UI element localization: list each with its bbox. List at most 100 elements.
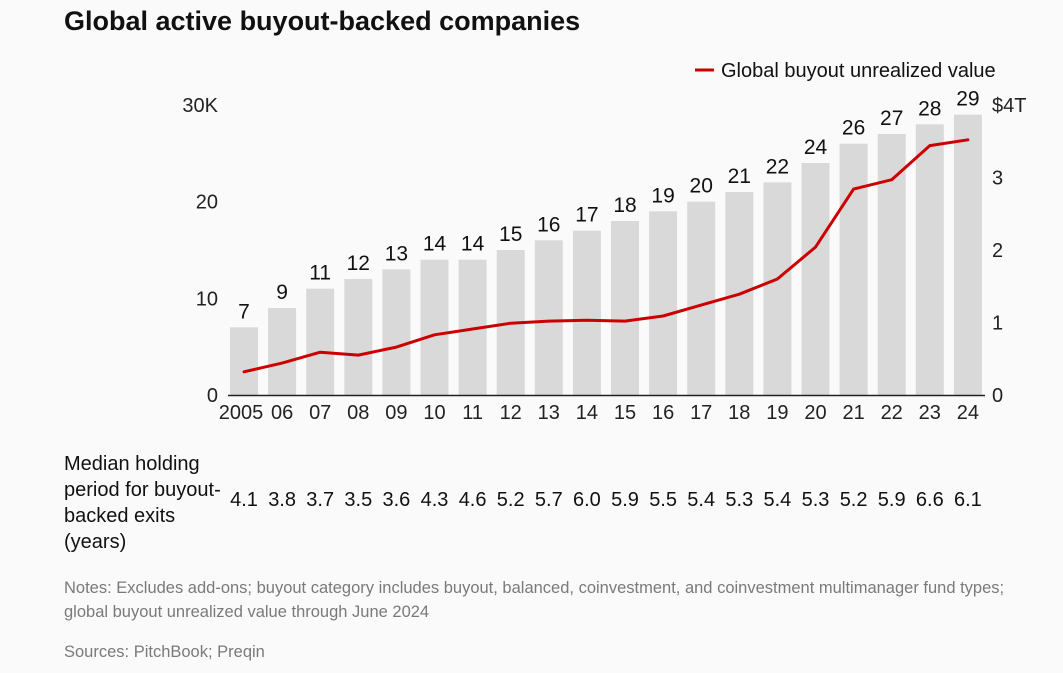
holding-period-value-19: 5.4: [763, 489, 792, 511]
x-tick-17: 17: [690, 402, 712, 424]
bar-23: [915, 124, 944, 395]
unrealized-value-line: [242, 138, 970, 374]
holding-period-value-09: 3.6: [382, 489, 411, 511]
right-tick-2: 2: [992, 240, 1003, 262]
bar-value-label-07: 11: [309, 262, 331, 285]
bar-08: [344, 279, 373, 395]
holding-period-value-20: 5.3: [801, 489, 830, 511]
x-tick-14: 14: [576, 402, 598, 424]
bar-value-label-17: 20: [690, 175, 713, 198]
holding-period-value-22: 5.9: [877, 489, 906, 511]
bar-17: [687, 201, 716, 395]
bar-24: [953, 114, 982, 396]
legend-label: Global buyout unrealized value: [721, 60, 996, 82]
holding-period-value-11: 4.6: [458, 489, 487, 511]
bar-06: [268, 308, 297, 395]
bar-21: [839, 143, 868, 395]
x-tick-18: 18: [728, 402, 750, 424]
x-tick-12: 12: [500, 402, 522, 424]
holding-period-value-08: 3.5: [344, 489, 373, 511]
bar-16: [649, 211, 678, 395]
bar-09: [382, 269, 411, 395]
holding-period-value-06: 3.8: [268, 489, 296, 511]
right-tick-$4T: $4T: [992, 95, 1026, 117]
bar-value-label-13: 16: [537, 213, 560, 236]
x-tick-06: 06: [271, 402, 293, 424]
bar-value-label-23: 28: [918, 97, 941, 120]
bar-value-label-10: 14: [423, 233, 447, 256]
line-series-group: [242, 138, 970, 374]
x-axis: 2005 06 07 08 09 10 11 12 13 14 15 16 17 18 19 20 21 22 23…: [219, 402, 979, 424]
x-tick-19: 19: [766, 402, 788, 424]
bar-value-label-15: 18: [613, 194, 636, 217]
bar-value-label-2005: 7: [238, 300, 250, 323]
right-tick-3: 3: [992, 168, 1003, 190]
bar-10: [420, 259, 449, 395]
bar-value-label-11: 14: [461, 233, 485, 256]
chart-sources: Sources: PitchBook; Preqin: [64, 643, 265, 661]
holding-period-value-10: 4.3: [420, 489, 449, 511]
bar-value-label-06: 9: [276, 281, 288, 304]
bar-14: [572, 230, 601, 395]
left-tick-30K: 30K: [182, 95, 218, 117]
bar-15: [611, 221, 639, 395]
right-axis: 0 1 2 3 $4T: [992, 95, 1026, 407]
bars-group: [230, 114, 982, 396]
holding-period-value-12: 5.2: [496, 489, 525, 511]
x-tick-16: 16: [652, 402, 674, 424]
bar-13: [534, 240, 563, 395]
holding-period-value-21: 5.2: [839, 489, 868, 511]
x-tick-11: 11: [462, 402, 483, 424]
x-tick-24: 24: [957, 402, 979, 424]
bar-value-label-08: 12: [347, 252, 370, 275]
holding-period-value-2005: 4.1: [230, 489, 258, 511]
x-tick-23: 23: [919, 402, 941, 424]
holding-period-value-16: 5.5: [649, 489, 677, 511]
chart-title: Global active buyout-backed companies: [64, 6, 581, 36]
holding-period-value-07: 3.7: [306, 489, 335, 511]
bar-value-label-14: 17: [575, 204, 598, 227]
bar-value-label-18: 21: [728, 165, 751, 188]
left-tick-20: 20: [196, 192, 218, 214]
bar-value-label-21: 26: [842, 117, 865, 140]
bar-value-label-09: 13: [385, 242, 408, 265]
x-tick-08: 08: [347, 402, 369, 424]
bar-value-label-20: 24: [804, 136, 828, 159]
holding-period-value-14: 6.0: [572, 489, 601, 511]
x-tick-07: 07: [309, 402, 331, 424]
holding-period-value-17: 5.4: [687, 489, 716, 511]
legend: Global buyout unrealized value: [695, 60, 996, 82]
x-tick-22: 22: [881, 402, 903, 424]
x-tick-21: 21: [842, 402, 864, 424]
x-tick-20: 20: [804, 402, 826, 424]
left-tick-10: 10: [196, 288, 218, 310]
x-tick-15: 15: [614, 402, 636, 424]
bar-value-label-12: 15: [499, 223, 522, 246]
bar-value-label-16: 19: [651, 184, 674, 207]
x-tick-09: 09: [385, 402, 407, 424]
chart-notes: Notes: Excludes add-ons; buyout category…: [64, 579, 1005, 621]
x-tick-10: 10: [423, 402, 445, 424]
right-tick-1: 1: [992, 313, 1003, 335]
x-tick-2005: 2005: [219, 402, 264, 424]
holding-period-value-13: 5.7: [534, 489, 563, 511]
bar-22: [877, 134, 906, 395]
holding-period-value-18: 5.3: [725, 489, 754, 511]
left-tick-0: 0: [207, 385, 218, 407]
bar-labels-group: 7 9 11 12 13 14 14 15 16 17 18 19 20 21 22 24 26 27 28 29: [238, 88, 979, 324]
bar-2005: [230, 327, 258, 395]
bar-value-label-22: 27: [880, 107, 903, 130]
holding-period-value-15: 5.9: [611, 489, 639, 511]
bar-07: [306, 288, 335, 395]
left-axis: 0 10 20 30K: [182, 95, 218, 407]
bar-value-label-19: 22: [766, 155, 789, 178]
holding-period-value-24: 6.1: [953, 489, 982, 511]
holding-period-value-23: 6.6: [915, 489, 944, 511]
right-tick-0: 0: [992, 385, 1003, 407]
bar-19: [763, 182, 792, 395]
holding-period-label: Median holding period for buyout-backed …: [64, 453, 221, 553]
bar-20: [801, 163, 830, 395]
x-tick-13: 13: [538, 402, 560, 424]
